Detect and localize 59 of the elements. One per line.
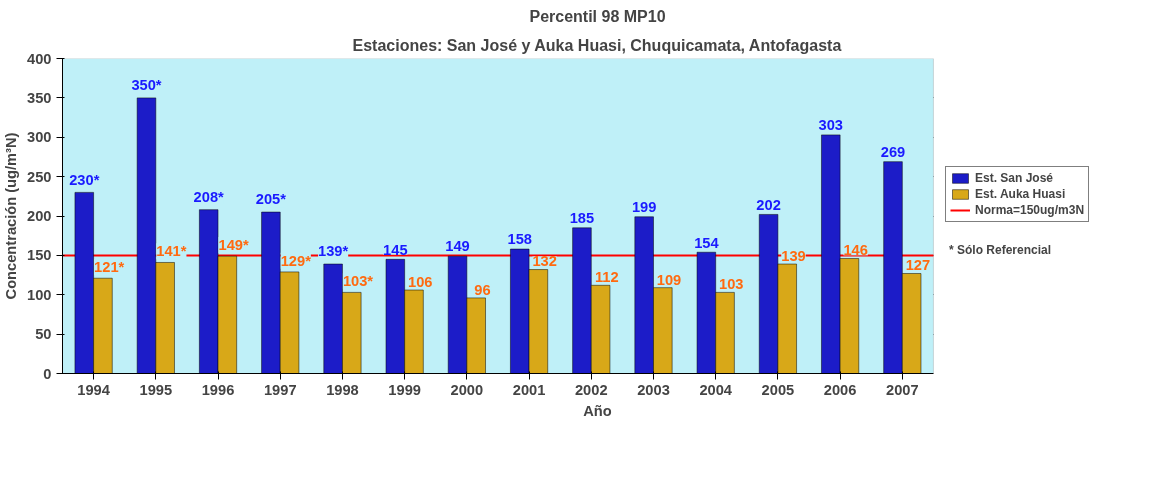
x-tick-label: 1995 [139,381,173,398]
x-tick-label: 2002 [574,381,608,398]
y-tick-label: 250 [27,168,52,185]
data-label: 202 [756,196,781,213]
x-tick-label: 2007 [886,381,919,398]
x-tick-label: 1997 [263,381,297,398]
data-label: 109 [656,271,682,288]
y-tick-label: 200 [27,208,52,224]
data-label: 106 [407,273,433,290]
y-tick-label: 50 [35,326,52,343]
y-axis-title: Concentración (ug/m³N) [3,132,20,300]
data-label: 230* [69,171,100,188]
y-tick-label: 100 [27,286,52,303]
x-tick-label: 2001 [512,381,546,398]
chart-title: Percentil 98 MP10 [529,7,666,25]
data-label: 103 [719,276,744,293]
data-label: 112 [595,269,619,286]
x-tick-label: 1999 [388,381,421,398]
data-label: 139* [318,243,349,260]
data-label: 96 [474,281,491,298]
legend-label: Est. Auka Huasi [975,187,1066,201]
x-tick-label: 1994 [77,381,111,398]
data-label: 350* [131,77,162,94]
legend-label: Norma=150ug/m3N [975,203,1085,217]
data-label: 158 [507,231,532,248]
x-tick-label: 1996 [201,381,235,398]
x-tick-label: 2005 [761,381,795,398]
data-label: 145 [383,241,408,258]
x-tick-label: 2003 [637,381,670,398]
data-label: 269 [880,143,906,160]
text: * Sólo Referencial [948,242,1052,257]
data-label: 146 [843,242,868,259]
data-label: 129* [280,252,312,269]
y-tick-label: 150 [27,247,52,264]
chart-subtitle: Estaciones: San José y Auka Huasi, Chuquicamata, Antofagasta [352,36,842,54]
x-tick-label: 2000 [450,381,484,398]
data-label: 154 [694,234,720,251]
data-label: 132 [532,253,557,270]
x-tick-label: 2004 [699,381,733,398]
legend-label: Est. San José [975,171,1054,185]
y-tick-label: 350 [27,89,52,106]
data-label: 139 [781,247,806,264]
data-label: 199 [631,199,657,216]
data-label: 185 [569,210,595,227]
y-tick-label: 300 [27,129,52,146]
data-label: 127 [905,257,931,274]
data-label: 121* [94,259,125,276]
data-label: 149 [445,238,470,255]
x-tick-label: 2006 [823,381,857,398]
data-label: 149* [218,237,249,254]
data-label: 208* [193,188,225,205]
data-label: 141* [156,243,187,260]
y-tick-label: 0 [43,365,52,382]
y-tick-label: 400 [27,50,52,67]
x-axis-title: Año [583,402,612,419]
data-label: 103* [342,273,374,290]
data-label: 303 [818,117,844,134]
x-tick-label: 1998 [326,381,359,398]
data-label: 205* [255,191,287,208]
